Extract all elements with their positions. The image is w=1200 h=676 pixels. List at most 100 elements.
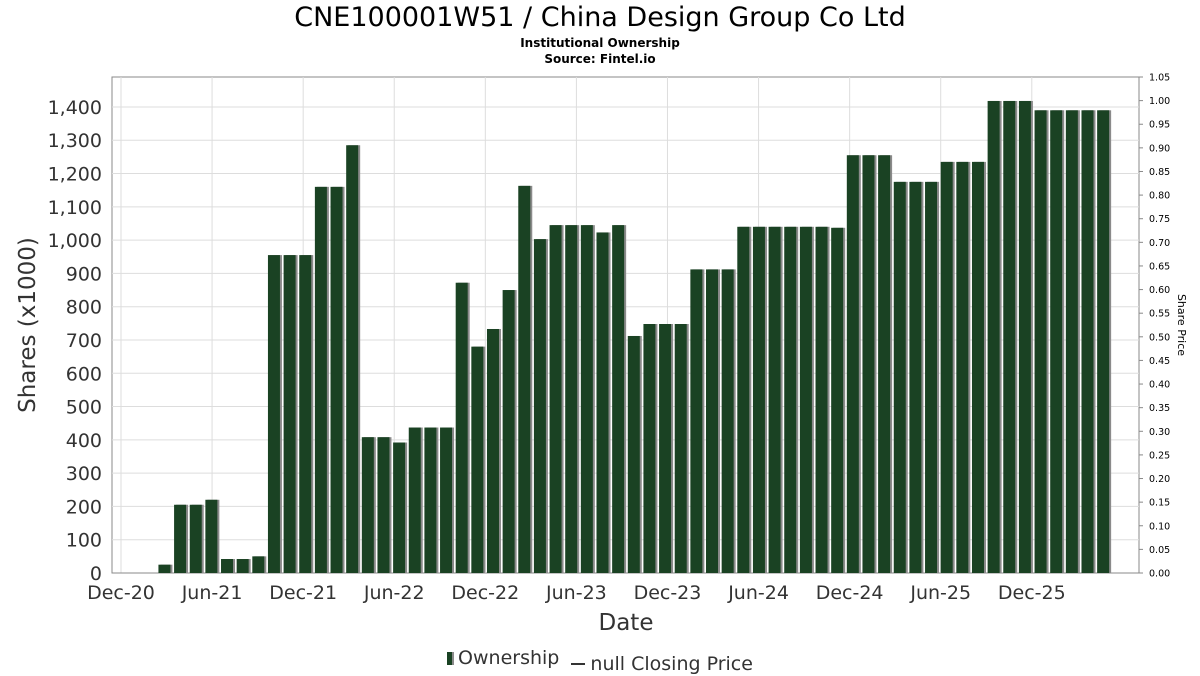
ownership-bar — [737, 226, 750, 574]
y-tick-label: 200 — [66, 496, 102, 518]
ownership-bar — [377, 437, 390, 573]
y2-tick-label: 0.65 — [1149, 261, 1170, 272]
y-tick-label: 1,000 — [48, 230, 102, 252]
ownership-bar — [486, 328, 499, 573]
y-tick-label: 100 — [66, 530, 102, 552]
chart-source: Source: Fintel.io — [544, 52, 656, 66]
ownership-bar — [1065, 110, 1078, 574]
y-tick-label: 1,100 — [48, 197, 102, 219]
ownership-bar — [440, 427, 453, 573]
ownership-bar — [549, 225, 562, 574]
y2-tick-label: 0.85 — [1149, 167, 1170, 178]
ownership-bar — [174, 504, 187, 573]
ownership-bar — [236, 559, 249, 573]
ownership-bar — [721, 269, 734, 573]
y2-tick-label: 0.55 — [1149, 309, 1170, 320]
ownership-bar — [393, 442, 406, 573]
ownership-bar — [799, 226, 812, 574]
x-tick-label: Dec-22 — [451, 582, 519, 604]
ownership-bar — [283, 255, 296, 573]
x-tick-label: Dec-23 — [634, 582, 702, 604]
y2-tick-label: 0.20 — [1149, 474, 1170, 485]
y-tick-label: 500 — [66, 397, 102, 419]
ownership-bar — [1081, 110, 1094, 574]
y2-tick-label: 0.25 — [1149, 450, 1170, 461]
ownership-bar — [612, 225, 625, 574]
ownership-bar — [361, 437, 374, 573]
y2-tick-label: 0.00 — [1149, 569, 1170, 580]
y2-tick-label: 0.40 — [1149, 380, 1170, 391]
y-tick-label: 700 — [66, 330, 102, 352]
y2-tick-label: 0.80 — [1149, 191, 1170, 202]
y2-tick-label: 1.05 — [1149, 73, 1170, 84]
y-tick-label: 600 — [66, 363, 102, 385]
ownership-bar — [471, 346, 484, 573]
ownership-bar — [267, 255, 280, 573]
ownership-bar — [956, 161, 969, 573]
legend-closing-price-line — [571, 662, 586, 665]
ownership-bar — [1097, 110, 1110, 574]
chart-title: CNE100001W51 / China Design Group Co Ltd — [294, 2, 906, 33]
ownership-bar — [627, 335, 640, 573]
ownership-bar — [815, 226, 828, 574]
ownership-bar — [221, 559, 234, 573]
y2-tick-label: 1.00 — [1149, 96, 1170, 107]
ownership-bar — [987, 100, 1000, 574]
legend-closing-price[interactable]: null Closing Price — [565, 652, 753, 676]
legend-ownership-label: Ownership — [458, 647, 560, 669]
x-tick-label: Jun-23 — [545, 582, 607, 604]
ownership-bar — [752, 226, 765, 574]
ownership-bar — [643, 324, 656, 573]
x-tick-label: Jun-25 — [909, 582, 971, 604]
x-tick-label: Dec-24 — [816, 582, 884, 604]
x-tick-label: Dec-21 — [269, 582, 337, 604]
y-axis-title: Shares (x1000) — [15, 237, 41, 413]
y-tick-label: 1,200 — [48, 164, 102, 186]
ownership-bar — [424, 427, 437, 573]
y-tick-label: 400 — [66, 430, 102, 452]
ownership-bar — [330, 186, 343, 573]
y2-tick-label: 0.95 — [1149, 120, 1170, 131]
ownership-bar — [878, 155, 891, 573]
ownership-bar — [674, 324, 687, 573]
ownership-bar — [862, 155, 875, 573]
chart-subtitle: Institutional Ownership — [520, 36, 680, 50]
y2-tick-label: 0.60 — [1149, 285, 1170, 296]
ownership-bar — [1034, 110, 1047, 574]
y2-axis-title: Share Price — [1175, 294, 1188, 356]
y2-tick-label: 0.70 — [1149, 238, 1170, 249]
chart-plot: 0 100 200 300 400 500 600 700 800 900 1,000 1,100 1,… — [15, 73, 1188, 637]
ownership-bar — [533, 239, 546, 574]
ownership-bar — [1050, 110, 1063, 574]
y2-tick-label: 0.05 — [1149, 545, 1170, 556]
y-tick-label: 1,300 — [48, 130, 102, 152]
ownership-bar — [1003, 100, 1016, 574]
y2-tick-label: 0.90 — [1149, 143, 1170, 154]
chart-legend: Ownership null Closing Price — [0, 646, 1200, 676]
legend-ownership-swatch — [447, 651, 455, 665]
ownership-bar — [893, 181, 906, 573]
ownership-bar — [925, 181, 938, 573]
y-tick-label: 1,400 — [48, 97, 102, 119]
ownership-bar — [408, 427, 421, 573]
x-tick-label: Jun-24 — [727, 582, 789, 604]
x-tick-label: Jun-21 — [181, 582, 243, 604]
legend-ownership[interactable]: Ownership — [447, 646, 559, 670]
x-axis-title: Date — [599, 610, 654, 636]
ownership-bar — [314, 186, 327, 573]
y-tick-label: 900 — [66, 263, 102, 285]
ownership-bar — [909, 181, 922, 573]
ownership-bar — [252, 556, 265, 573]
ownership-bar — [768, 226, 781, 574]
y2-tick-label: 0.45 — [1149, 356, 1170, 367]
ownership-bar — [784, 226, 797, 574]
ownership-bar — [455, 282, 468, 573]
ownership-bar — [659, 324, 672, 573]
y-tick-label: 300 — [66, 463, 102, 485]
ownership-bar — [205, 499, 218, 573]
y2-tick-label: 0.15 — [1149, 498, 1170, 509]
ownership-bar — [831, 227, 844, 574]
ownership-bar — [596, 232, 609, 574]
ownership-bar — [706, 269, 719, 573]
ownership-bar — [299, 255, 312, 573]
